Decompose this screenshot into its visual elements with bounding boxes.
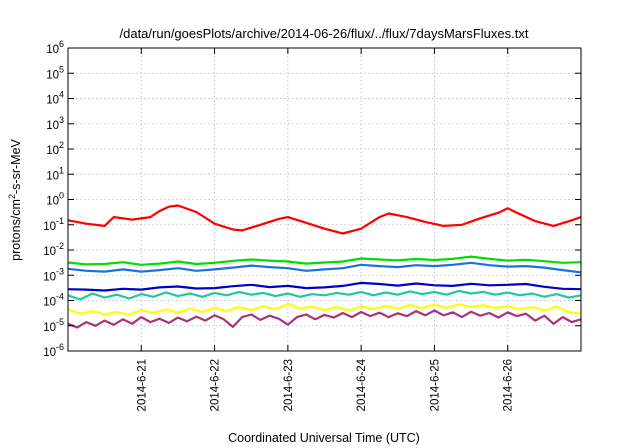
y-axis-label-superscript: 2 [7, 194, 17, 199]
x-axis-ticks: 2014-6-21 2014-6-22 2014-6-23 2014-6-24 2014… [136, 48, 515, 411]
y-tick-base: 10 [43, 271, 56, 283]
y-tick-base: 10 [46, 196, 59, 208]
grid [68, 48, 581, 351]
series-line-4 [68, 281, 581, 292]
x-tick-label: 2014-6-22 [210, 359, 222, 411]
y-tick-label: 10-4 [43, 292, 64, 309]
y-axis-label: protons/cm2-s-sr-MeV [7, 138, 23, 260]
y-tick-base: 10 [46, 95, 59, 107]
chart-title: /data/run/goesPlots/archive/2014-06-26/f… [120, 26, 529, 41]
y-tick-exponent: 1 [59, 165, 64, 175]
x-tick-label: 2014-6-23 [283, 359, 295, 411]
series-line-1 [68, 204, 581, 235]
y-tick-label: 10-1 [43, 216, 64, 233]
y-tick-label: 100 [46, 191, 64, 208]
y-tick-label: 101 [46, 165, 64, 182]
y-tick-base: 10 [46, 44, 59, 56]
series-line-7 [68, 309, 581, 329]
series-line-6 [68, 302, 581, 316]
series-group [68, 204, 581, 329]
y-tick-label: 106 [46, 39, 64, 56]
y-tick-base: 10 [43, 347, 56, 359]
y-axis-label-rest: -s-sr-MeV [9, 138, 23, 194]
y-tick-exponent: -2 [56, 241, 64, 251]
y-tick-base: 10 [46, 120, 59, 132]
y-tick-base: 10 [46, 145, 59, 157]
y-tick-exponent: -3 [56, 266, 64, 276]
y-tick-exponent: -6 [56, 342, 64, 352]
y-tick-exponent: 4 [59, 90, 64, 100]
y-tick-exponent: 2 [59, 140, 64, 150]
x-tick-label: 2014-6-21 [136, 359, 148, 411]
y-tick-label: 10-2 [43, 241, 64, 258]
x-tick-label: 2014-6-24 [356, 358, 368, 411]
y-tick-exponent: 5 [59, 64, 64, 74]
y-tick-exponent: -5 [56, 317, 64, 327]
y-axis-label-unit: protons/cm [9, 199, 23, 261]
series-layer [68, 204, 581, 329]
y-tick-base: 10 [43, 221, 56, 233]
y-tick-exponent: -1 [56, 216, 64, 226]
y-tick-label: 10-5 [43, 317, 64, 334]
y-tick-base: 10 [46, 69, 59, 81]
y-tick-exponent: 3 [59, 115, 64, 125]
series-line-2 [68, 255, 581, 266]
x-tick-label: 2014-6-26 [503, 359, 515, 411]
y-tick-label: 104 [46, 90, 64, 107]
series-line-5 [68, 289, 581, 301]
y-tick-label: 10-6 [43, 342, 64, 359]
y-tick-exponent: -4 [56, 292, 64, 302]
y-tick-base: 10 [43, 297, 56, 309]
y-axis-ticks: 10-610-510-410-310-210-11001011021031041… [43, 39, 581, 359]
y-tick-label: 105 [46, 64, 64, 81]
y-tick-exponent: 0 [59, 191, 64, 201]
y-tick-base: 10 [46, 170, 59, 182]
y-tick-label: 103 [46, 115, 64, 132]
y-tick-base: 10 [43, 246, 56, 258]
y-tick-exponent: 6 [59, 39, 64, 49]
x-axis-label: Coordinated Universal Time (UTC) [228, 431, 420, 445]
y-tick-label: 102 [46, 140, 64, 157]
x-tick-label: 2014-6-25 [429, 359, 441, 411]
y-tick-label: 10-3 [43, 266, 64, 283]
series-line-3 [68, 261, 581, 274]
y-tick-base: 10 [43, 322, 56, 334]
